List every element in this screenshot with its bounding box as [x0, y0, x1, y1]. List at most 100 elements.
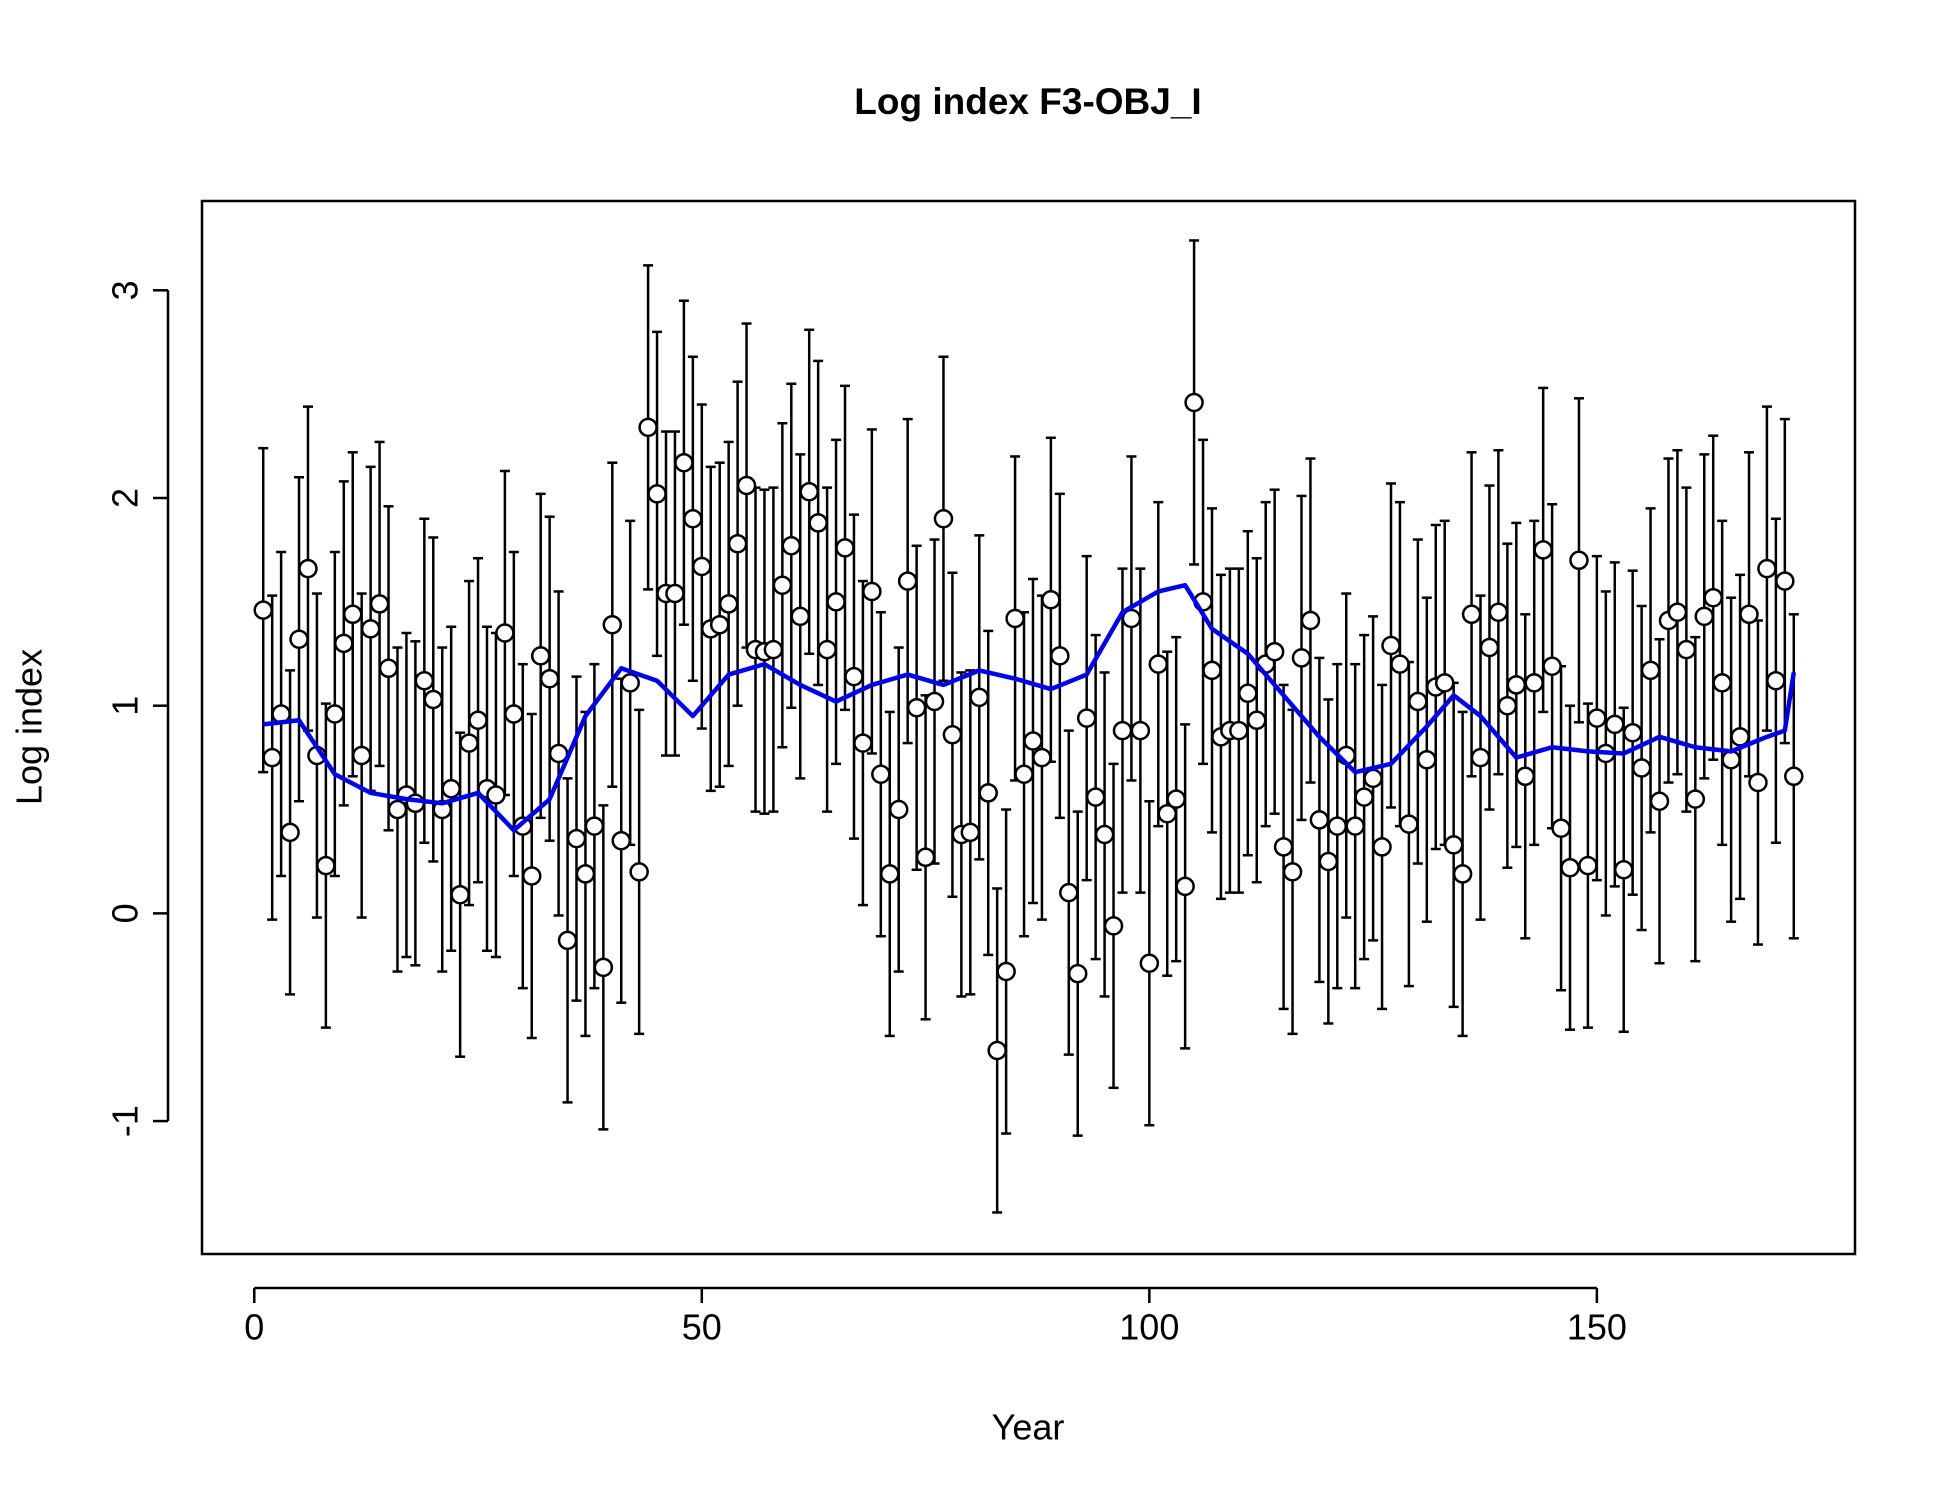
- y-tick-label: 0: [105, 903, 146, 923]
- point: [1076, 708, 1097, 728]
- point: [378, 658, 399, 679]
- point: [933, 509, 954, 529]
- point: [1390, 654, 1410, 674]
- point: [1246, 710, 1267, 730]
- point: [1613, 860, 1634, 880]
- y-tick-label: 1: [105, 696, 146, 716]
- point: [369, 594, 390, 614]
- point: [253, 600, 273, 620]
- x-tick-label: 150: [1567, 1307, 1627, 1348]
- point: [880, 864, 900, 884]
- point: [593, 957, 614, 978]
- point: [342, 604, 363, 625]
- point: [1354, 787, 1374, 807]
- point: [387, 799, 408, 820]
- point: [1757, 558, 1777, 579]
- point: [629, 862, 649, 882]
- point: [584, 816, 605, 836]
- point: [1694, 606, 1715, 627]
- point: [289, 629, 309, 649]
- point: [1622, 722, 1643, 743]
- point: [1273, 837, 1294, 857]
- point: [1578, 855, 1598, 876]
- point: [1130, 720, 1151, 741]
- point: [1739, 604, 1759, 625]
- point: [325, 704, 345, 724]
- y-axis-label: Log index: [9, 649, 50, 805]
- point: [1023, 731, 1043, 751]
- point: [638, 417, 658, 438]
- point: [1667, 602, 1688, 622]
- point: [817, 639, 837, 660]
- point: [835, 538, 855, 558]
- point: [826, 592, 846, 612]
- point: [1676, 639, 1697, 660]
- point: [888, 799, 909, 820]
- plot-frame: [200, 199, 1857, 1256]
- x-axis-label: Year: [992, 1407, 1065, 1448]
- point: [1238, 683, 1258, 703]
- point: [1685, 789, 1706, 809]
- x-tick-label: 50: [682, 1307, 722, 1348]
- point: [1515, 766, 1536, 787]
- point: [996, 961, 1016, 982]
- point: [1408, 691, 1428, 712]
- point: [897, 571, 918, 591]
- point: [1703, 587, 1723, 608]
- point: [1452, 864, 1473, 884]
- point: [1766, 671, 1786, 691]
- point: [808, 513, 828, 533]
- point: [486, 785, 506, 805]
- point: [1327, 816, 1348, 836]
- point: [450, 884, 470, 905]
- point: [1282, 862, 1303, 882]
- point: [602, 614, 623, 635]
- point: [513, 816, 533, 836]
- point: [692, 556, 712, 577]
- point: [718, 594, 739, 614]
- point: [1103, 916, 1124, 936]
- point: [1032, 747, 1052, 768]
- trend-line: [262, 582, 1797, 833]
- point: [1014, 764, 1034, 784]
- point: [530, 646, 551, 666]
- point: [1631, 758, 1652, 778]
- point: [468, 710, 488, 730]
- point: [1443, 835, 1464, 855]
- point: [647, 484, 667, 504]
- point: [1264, 641, 1285, 662]
- point: [736, 475, 757, 496]
- point: [1309, 810, 1330, 830]
- point: [1712, 673, 1732, 693]
- point: [781, 536, 802, 556]
- point: [790, 606, 811, 627]
- point: [1784, 766, 1804, 787]
- point: [1434, 673, 1455, 693]
- point: [799, 482, 819, 502]
- point: [316, 855, 336, 876]
- point: [772, 575, 793, 595]
- point: [1202, 660, 1222, 681]
- point: [978, 783, 998, 803]
- point: [1461, 604, 1482, 625]
- point: [1318, 851, 1339, 872]
- point: [495, 623, 515, 643]
- point: [298, 558, 318, 579]
- point: [1139, 953, 1160, 973]
- point: [1094, 824, 1115, 845]
- point: [557, 930, 578, 951]
- point: [1497, 695, 1518, 716]
- point: [620, 673, 640, 693]
- point: [504, 704, 524, 724]
- point: [360, 619, 381, 639]
- point: [1112, 720, 1133, 741]
- point: [969, 687, 990, 708]
- point: [915, 847, 936, 868]
- point: [1533, 540, 1553, 560]
- point: [987, 1040, 1007, 1061]
- point: [566, 828, 587, 849]
- point: [665, 583, 685, 604]
- point: [1524, 673, 1544, 693]
- point: [1372, 837, 1392, 857]
